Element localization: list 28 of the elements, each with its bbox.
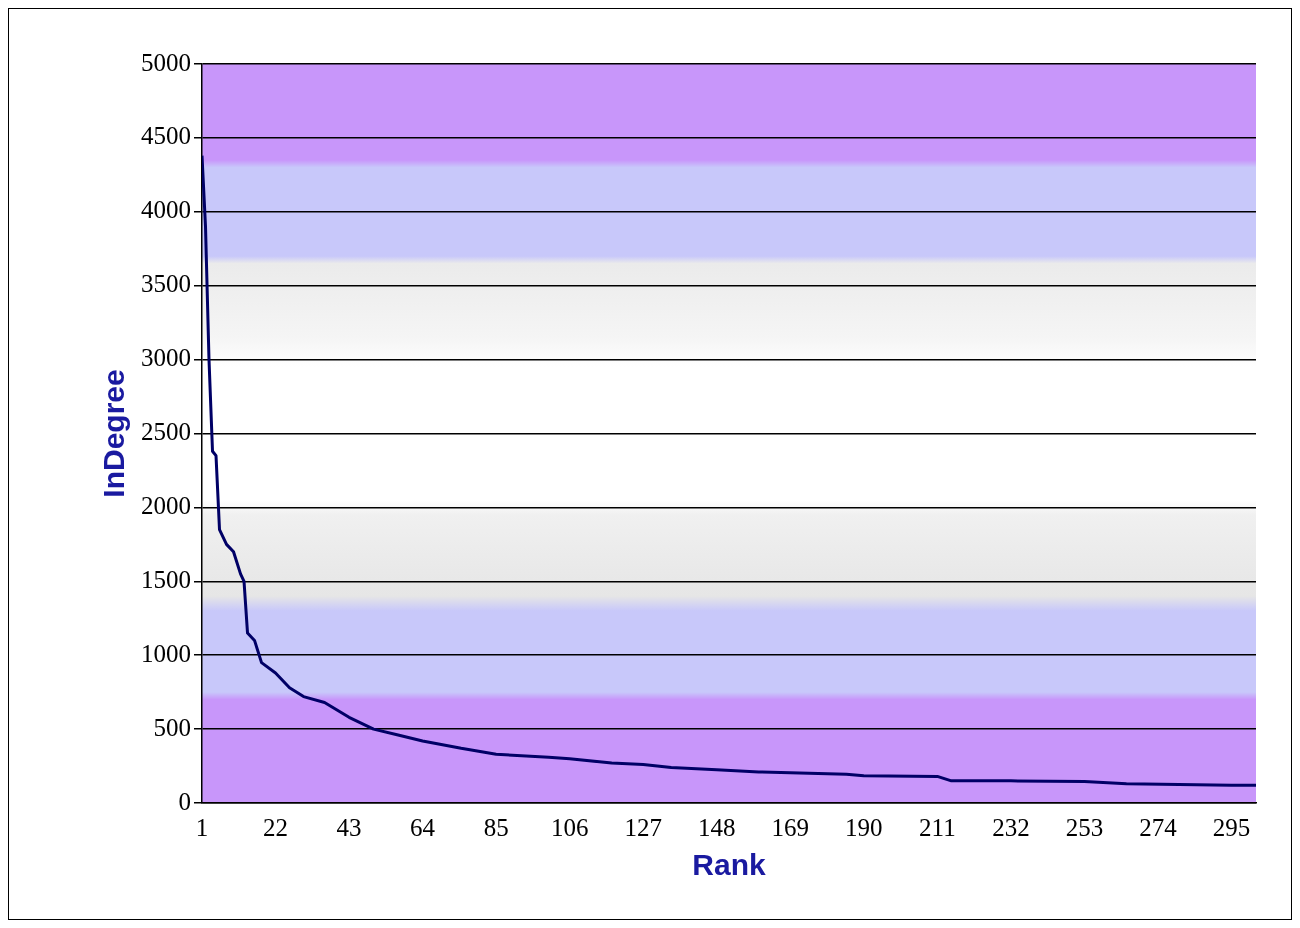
y-tick-label: 1500 (141, 565, 191, 593)
x-tick-label: 274 (1139, 813, 1178, 841)
x-tick-label: 127 (624, 813, 662, 841)
y-tick-label: 1000 (141, 639, 191, 667)
x-tick-label: 43 (336, 813, 362, 841)
y-tick-label: 3500 (141, 270, 191, 298)
y-tick-label: 500 (153, 713, 191, 741)
x-tick-label: 253 (1065, 813, 1104, 841)
x-tick-label: 148 (697, 813, 736, 841)
y-tick-label: 0 (178, 787, 191, 815)
x-tick-label: 232 (992, 813, 1030, 841)
x-tick-label: 295 (1212, 813, 1251, 841)
y-tick-label: 2500 (141, 418, 191, 446)
x-tick-label: 211 (919, 813, 956, 841)
x-tick-label: 169 (771, 813, 810, 841)
x-axis-title: Rank (692, 848, 766, 882)
y-tick-label: 3000 (141, 344, 191, 372)
y-tick-label: 4000 (141, 196, 191, 224)
x-tick-label: 64 (410, 813, 436, 841)
x-tick-label: 22 (263, 813, 289, 841)
y-tick-label: 4500 (141, 122, 191, 150)
x-tick-label: 106 (550, 813, 589, 841)
y-tick-label: 5000 (141, 48, 191, 76)
y-axis-title: InDegree (97, 369, 131, 498)
y-tick-label: 2000 (141, 491, 191, 519)
x-tick-label: 190 (845, 813, 883, 841)
x-tick-label: 85 (483, 813, 509, 841)
x-tick-label: 1 (195, 813, 209, 841)
